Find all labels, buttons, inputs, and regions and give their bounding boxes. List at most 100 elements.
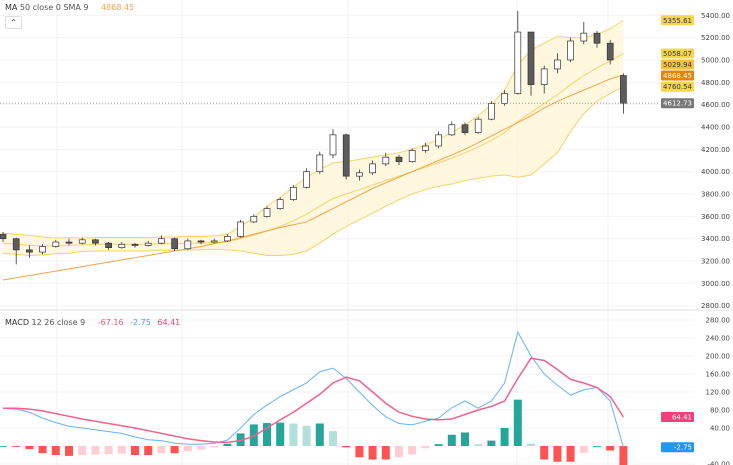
candle-body [224, 236, 231, 242]
candle-body [78, 239, 86, 244]
macd-histogram-bar [144, 446, 153, 455]
candle [210, 238, 218, 244]
macd-value-label-bg [661, 442, 694, 453]
price-value-label: 5029.94 [663, 61, 692, 69]
price-axis-tick: 3000.00 [701, 280, 730, 288]
macd-histogram-bar [197, 446, 205, 450]
candle [303, 168, 310, 189]
candle [52, 239, 60, 248]
candle-body [435, 134, 442, 147]
macd-histogram-bar [302, 425, 311, 446]
candle-body [356, 172, 363, 177]
candle-body [276, 199, 284, 209]
candle [171, 237, 178, 251]
candle-body [263, 208, 271, 217]
price-value-label: 4612.73 [663, 100, 692, 108]
macd-histogram-bar [619, 446, 628, 465]
price-axis-tick: 4600.00 [701, 101, 730, 109]
macd-histogram-bar [170, 446, 179, 454]
candle-body [540, 68, 548, 85]
candle [474, 116, 482, 134]
candle-body [105, 242, 112, 248]
price-axis-tick: 3600.00 [701, 213, 730, 221]
candle [448, 121, 456, 136]
price-value-label: 5355.61 [663, 17, 692, 25]
macd-histogram-bar [329, 431, 337, 446]
price-value-label: 5058.07 [663, 50, 692, 58]
candle [237, 219, 244, 238]
macd-axis-tick: -40.00 [707, 461, 730, 465]
price-legend: MA 50 close 0 SMA 9 4868.45 [5, 3, 138, 12]
candle [39, 244, 46, 255]
candle-body [382, 156, 390, 165]
candle-body [52, 241, 60, 247]
macd-histogram-bar [487, 440, 496, 446]
chevron-up-icon: ⌃ [10, 18, 17, 27]
candle-body [527, 31, 535, 85]
macd-histogram-bar [25, 446, 34, 450]
candle [224, 234, 231, 243]
candle [514, 10, 522, 95]
candle [461, 122, 469, 135]
candle-body [580, 32, 588, 42]
candle [118, 242, 126, 249]
candle [276, 197, 284, 210]
candle [369, 160, 376, 176]
collapse-legend-button[interactable]: ⌃ [5, 16, 22, 29]
macd-histogram-bar [579, 446, 588, 453]
candle-body [303, 171, 310, 188]
candle-body [316, 154, 324, 173]
price-value-label-bg [661, 98, 694, 109]
macd-histogram-bar [593, 446, 601, 447]
price-value-label: 4868.45 [663, 72, 692, 80]
macd-histogram-bar [223, 443, 232, 446]
candle-body [395, 156, 403, 162]
macd-value-label: 64.41 [672, 414, 692, 422]
macd-histogram-bar [421, 446, 430, 449]
indicator-params: 50 close 0 SMA 9 [19, 3, 89, 12]
candle [316, 151, 324, 174]
candle [290, 185, 297, 201]
candle-body [620, 75, 627, 104]
candle-body [329, 134, 337, 156]
macd-histogram-bar [395, 446, 403, 458]
macd-histogram-bar [210, 446, 219, 448]
candle [263, 206, 271, 218]
macd-axis-tick: 40.00 [710, 425, 730, 433]
price-value-label-bg [661, 48, 694, 59]
macd-histogram-bar [289, 423, 298, 446]
candle [342, 133, 350, 180]
macd-value-label: -2.75 [674, 444, 692, 452]
macd-histogram-bar [157, 446, 166, 454]
macd-histogram-value: -67.16 [97, 318, 124, 327]
price-axis-tick: 3800.00 [701, 191, 730, 199]
candle-body [65, 241, 73, 244]
macd-histogram-bar [540, 446, 549, 460]
candle [184, 238, 192, 250]
macd-histogram-bar [78, 446, 87, 455]
price-value-label-bg [661, 70, 694, 81]
candle-body [92, 239, 99, 244]
price-axis-tick: 4000.00 [701, 168, 730, 176]
macd-axis-tick: 120.00 [706, 389, 731, 397]
candle-body [369, 163, 376, 174]
candle-body [210, 240, 218, 243]
candle [356, 169, 363, 181]
macd-histogram-bar [606, 446, 615, 451]
price-axis-tick: 5200.00 [701, 34, 730, 42]
candle-body [250, 216, 258, 223]
candle [554, 53, 561, 74]
macd-line [2, 330, 624, 448]
candle [488, 101, 495, 121]
candle-body [422, 145, 429, 151]
candle-body [0, 233, 7, 240]
candle-body [514, 31, 522, 94]
price-axis-tick: 4800.00 [701, 79, 730, 87]
candle [382, 152, 390, 167]
price-value-label-bg [661, 59, 694, 70]
candle [593, 30, 601, 48]
candle-body [290, 186, 297, 200]
candle [408, 148, 416, 163]
bollinger-band-fill [3, 20, 624, 256]
